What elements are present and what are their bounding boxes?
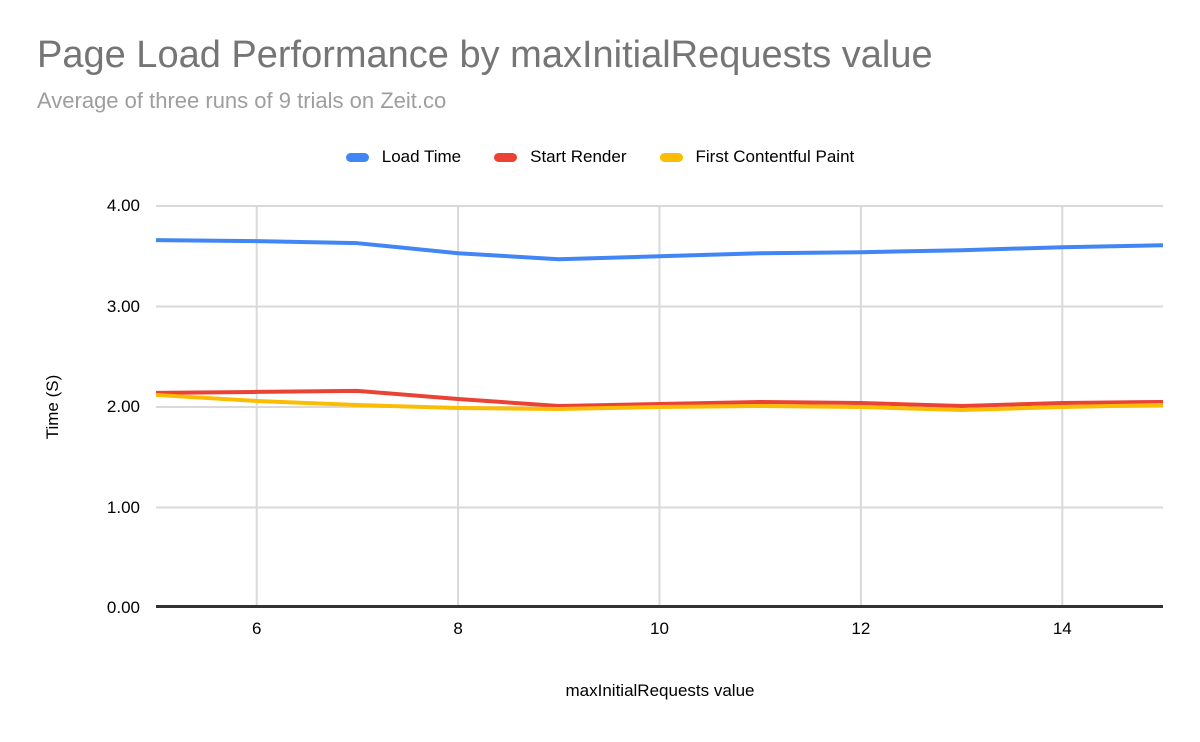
start-render-swatch-icon	[494, 152, 518, 162]
plot-area	[155, 205, 1164, 608]
chart-title: Page Load Performance by maxInitialReque…	[37, 34, 933, 76]
legend-label: First Contentful Paint	[695, 147, 855, 166]
load-time-swatch-icon	[345, 152, 369, 162]
y-tick-label: 1.00	[106, 497, 140, 517]
y-axis-title: Time (S)	[43, 374, 62, 440]
series-line-first-contentful-paint	[155, 392, 1164, 413]
legend-label: Load Time	[381, 147, 462, 166]
legend-label: Start Render	[530, 147, 627, 166]
x-tick-label: 8	[453, 619, 463, 638]
legend: Load Time Start Render First Contentful …	[0, 144, 1200, 170]
first-contentful-paint-swatch-icon	[659, 152, 683, 162]
x-tick-label: 6	[251, 619, 262, 638]
y-tick-label: 3.00	[106, 296, 140, 316]
chart-subtitle: Average of three runs of 9 trials on Zei…	[37, 88, 447, 113]
x-axis-title: maxInitialRequests value	[565, 681, 755, 700]
x-tick-label: 14	[1052, 619, 1072, 638]
series-line-load-time	[155, 238, 1164, 262]
x-tick-label: 10	[650, 619, 669, 638]
legend-item-start-render: Start Render	[494, 147, 627, 167]
y-tick-label: 2.00	[106, 397, 140, 416]
y-tick-label: 4.00	[106, 196, 140, 215]
y-tick-label: 0.00	[106, 598, 140, 617]
legend-item-first-contentful-paint: First Contentful Paint	[659, 147, 855, 167]
x-tick-label: 12	[851, 619, 871, 638]
series-line-start-render	[155, 388, 1164, 408]
legend-item-load-time: Load Time	[345, 147, 462, 167]
